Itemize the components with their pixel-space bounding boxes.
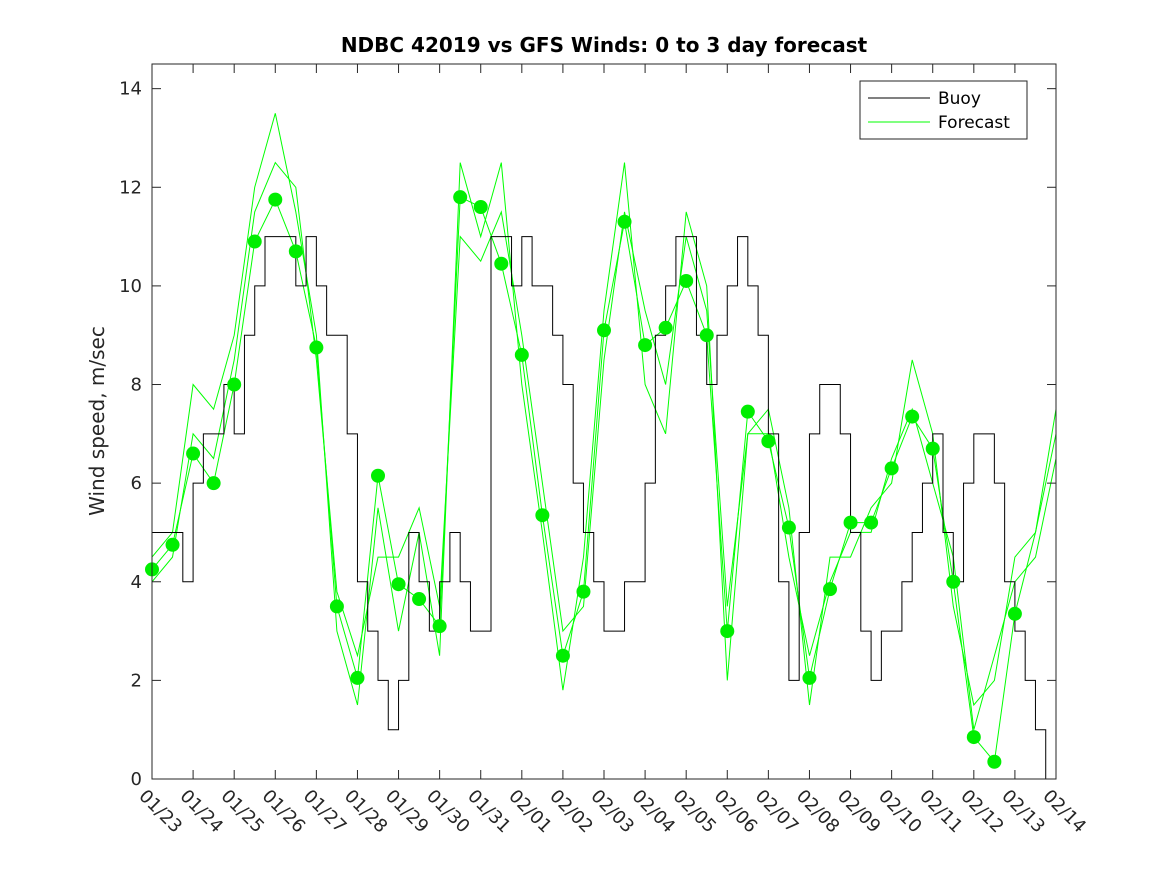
analysis-point	[781, 520, 796, 535]
analysis-point	[740, 404, 755, 419]
analysis-point	[966, 730, 981, 745]
analysis-point	[371, 468, 385, 483]
forecast-line-1	[151, 113, 1057, 707]
analysis-point	[247, 234, 262, 249]
y-tick-label: 2	[131, 670, 142, 691]
y-tick-label: 8	[131, 375, 142, 396]
analysis-point	[186, 446, 201, 461]
analysis-point	[946, 574, 961, 589]
y-tick-label: 4	[131, 572, 142, 593]
analysis-point	[288, 244, 303, 259]
analysis-point	[823, 582, 837, 597]
analysis-point	[309, 340, 324, 355]
buoy-line	[152, 236, 1057, 780]
analysis-point	[268, 192, 283, 207]
analysis-point	[227, 377, 242, 392]
analysis-point	[679, 273, 694, 288]
analysis-point	[329, 599, 344, 614]
analysis-point	[494, 256, 509, 271]
y-tick-label: 10	[119, 276, 142, 297]
analysis-point	[391, 577, 406, 592]
analysis-point	[658, 320, 673, 335]
analysis-point	[1007, 606, 1022, 621]
analysis-point	[473, 200, 488, 214]
y-axis-label: Wind speed, m/sec	[85, 326, 109, 516]
legend-buoy-label: Buoy	[938, 89, 981, 109]
analysis-point	[206, 476, 221, 491]
y-tick-label: 0	[131, 769, 142, 790]
analysis-point	[453, 190, 468, 205]
analysis-point	[597, 323, 611, 338]
analysis-point	[617, 214, 632, 229]
analysis-point	[761, 434, 776, 449]
analysis-point	[905, 409, 920, 424]
analysis-point	[555, 648, 570, 663]
analysis-point	[412, 592, 427, 607]
analysis-point	[720, 624, 735, 639]
analysis-point	[884, 461, 899, 476]
analysis-point	[432, 619, 447, 634]
legend-forecast-label: Forecast	[938, 113, 1010, 133]
y-tick-label: 12	[119, 177, 142, 198]
y-tick-label: 14	[119, 79, 142, 100]
analysis-point	[802, 670, 817, 685]
analysis-point	[699, 328, 714, 343]
analysis-point	[350, 670, 365, 685]
analysis-point	[576, 584, 591, 599]
legend: Buoy Forecast	[859, 80, 1028, 140]
analysis-point	[165, 537, 180, 552]
forecast-line-2	[151, 161, 1057, 730]
analysis-point	[514, 347, 529, 362]
analysis-point	[638, 338, 653, 353]
y-tick-label: 6	[131, 473, 142, 494]
chart-title: NDBC 42019 vs GFS Winds: 0 to 3 day fore…	[341, 33, 868, 57]
analysis-point	[987, 754, 1002, 769]
analysis-point	[535, 508, 550, 523]
analysis-point	[925, 441, 940, 456]
plot-series	[145, 113, 1057, 780]
analysis-point	[843, 515, 858, 530]
analysis-point	[864, 515, 879, 530]
